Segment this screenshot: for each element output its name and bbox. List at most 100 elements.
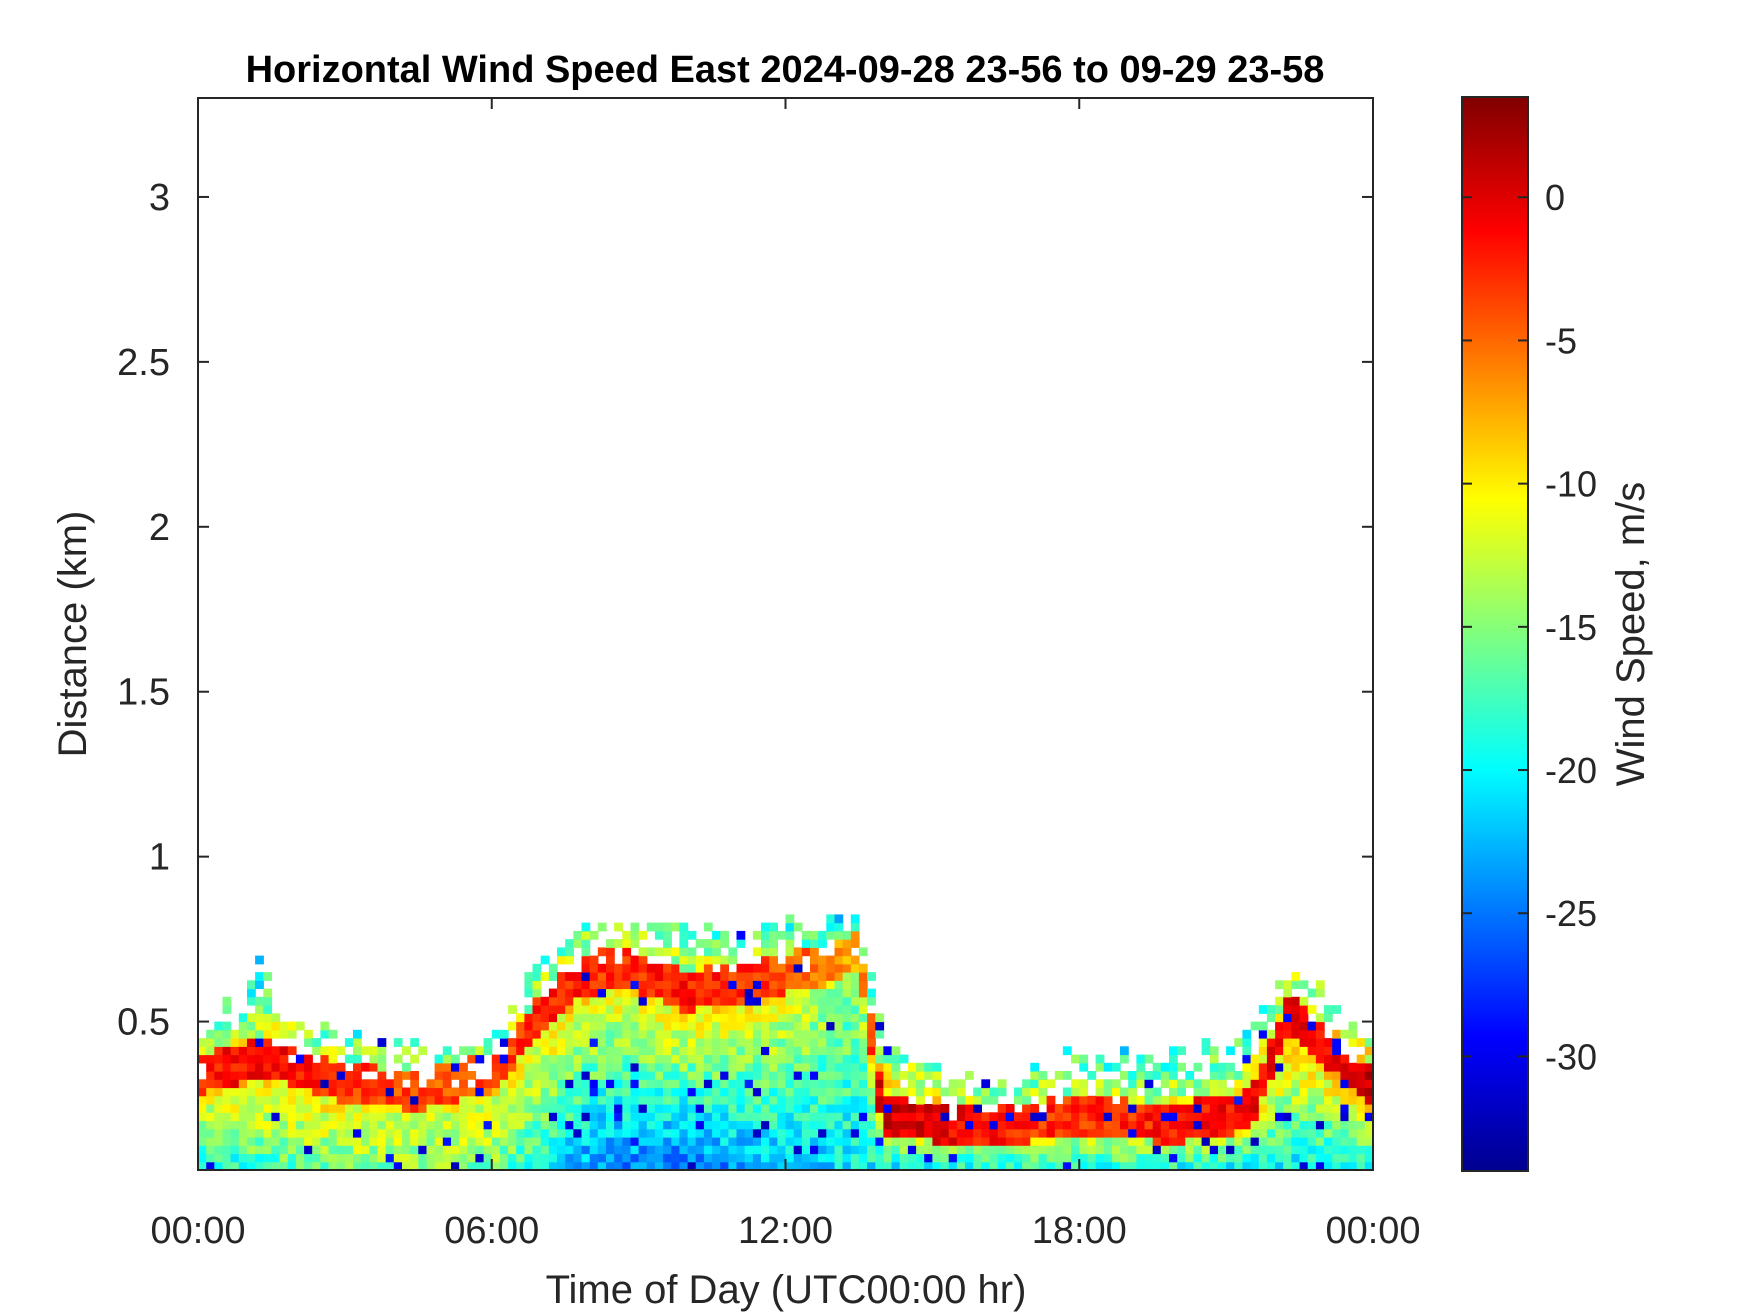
heatmap-cell <box>230 1029 240 1039</box>
heatmap-cell <box>883 1153 893 1163</box>
heatmap-cell <box>1307 1021 1317 1031</box>
heatmap-cell <box>548 1079 558 1089</box>
heatmap-cell <box>508 1137 517 1146</box>
heatmap-cell <box>328 1095 338 1105</box>
heatmap-cell <box>1136 1161 1146 1170</box>
heatmap-cell <box>834 1054 844 1064</box>
heatmap-cell <box>752 1128 762 1138</box>
heatmap-cell <box>679 930 689 940</box>
heatmap-cell <box>499 1062 509 1072</box>
heatmap-cell <box>369 1120 379 1130</box>
heatmap-cell <box>769 988 778 998</box>
heatmap-cell <box>1209 1104 1219 1113</box>
heatmap-cell <box>720 939 729 948</box>
heatmap-cell <box>1062 1046 1072 1056</box>
heatmap-cell <box>695 1161 705 1170</box>
heatmap-cell <box>565 1071 574 1080</box>
heatmap-cell <box>1169 1137 1178 1146</box>
heatmap-cell <box>279 1161 289 1170</box>
heatmap-cell <box>1120 1087 1129 1097</box>
heatmap-cell <box>361 1120 370 1130</box>
heatmap-cell <box>703 980 713 990</box>
heatmap-cell <box>557 947 566 957</box>
heatmap-cell <box>630 1161 640 1170</box>
heatmap-cell <box>361 1112 370 1122</box>
heatmap-cell <box>402 1104 411 1113</box>
heatmap-cell <box>540 1128 550 1138</box>
heatmap-cell <box>793 963 803 973</box>
heatmap-cell <box>1234 1071 1244 1080</box>
heatmap-cell <box>965 1137 974 1146</box>
heatmap-cell <box>712 955 721 965</box>
heatmap-cell <box>638 1013 648 1023</box>
heatmap-cell <box>597 1079 607 1089</box>
heatmap-cell <box>1185 1145 1195 1155</box>
heatmap-cell <box>695 1087 705 1097</box>
heatmap-cell <box>1356 1079 1366 1089</box>
heatmap-cell <box>826 1005 836 1014</box>
heatmap-cell <box>761 988 770 998</box>
heatmap-cell <box>287 1104 297 1113</box>
heatmap-cell <box>1005 1153 1015 1163</box>
heatmap-cell <box>573 1153 583 1163</box>
heatmap-cell <box>516 1071 525 1080</box>
heatmap-cell <box>630 1021 640 1031</box>
heatmap-cell <box>940 1120 950 1130</box>
heatmap-cell <box>589 1137 599 1146</box>
heatmap-cell <box>304 1137 313 1146</box>
heatmap-cell <box>842 1021 852 1031</box>
heatmap-cell <box>1315 1112 1325 1122</box>
heatmap-cell <box>687 1038 697 1047</box>
heatmap-cell <box>1324 1054 1333 1064</box>
heatmap-cell <box>769 947 778 957</box>
heatmap-cell <box>1062 1104 1072 1113</box>
heatmap-cell <box>393 1120 403 1130</box>
heatmap-cell <box>1136 1128 1146 1138</box>
heatmap-cell <box>1193 1137 1203 1146</box>
heatmap-cell <box>581 1046 591 1056</box>
heatmap-cell <box>1283 1145 1292 1155</box>
heatmap-cell <box>703 1120 713 1130</box>
heatmap-cell <box>654 1079 664 1089</box>
heatmap-cell <box>589 1128 599 1138</box>
heatmap-cell <box>818 1013 827 1023</box>
heatmap-cell <box>198 1104 207 1113</box>
heatmap-cell <box>671 955 681 965</box>
heatmap-cell <box>801 1095 811 1105</box>
heatmap-cell <box>304 1153 313 1163</box>
heatmap-cell <box>654 1021 664 1031</box>
heatmap-cell <box>997 1137 1007 1146</box>
heatmap-cell <box>1144 1153 1154 1163</box>
heatmap-cell <box>801 988 811 998</box>
heatmap-cell <box>1046 1153 1056 1163</box>
heatmap-cell <box>287 1161 297 1170</box>
heatmap-cell <box>679 972 689 981</box>
heatmap-cell <box>402 1137 411 1146</box>
heatmap-cell <box>483 1112 493 1122</box>
heatmap-cell <box>548 1153 558 1163</box>
y-tick-label: 0.5 <box>117 1002 170 1044</box>
heatmap-cell <box>769 972 778 981</box>
heatmap-cell <box>671 1013 681 1023</box>
heatmap-cell <box>1315 988 1325 998</box>
heatmap-cell <box>646 1013 656 1023</box>
heatmap-cell <box>1152 1062 1162 1072</box>
heatmap-cell <box>720 1021 729 1031</box>
heatmap-cell <box>948 1153 958 1163</box>
heatmap-cell <box>948 1145 958 1155</box>
heatmap-cell <box>426 1087 436 1097</box>
heatmap-cell <box>818 1153 827 1163</box>
heatmap-cell <box>663 1112 672 1122</box>
heatmap-cell <box>924 1145 933 1155</box>
heatmap-cell <box>1283 988 1292 998</box>
heatmap-cell <box>206 1087 215 1097</box>
heatmap-cell <box>614 1095 623 1105</box>
heatmap-cell <box>255 1128 264 1138</box>
heatmap-cell <box>1226 1104 1235 1113</box>
heatmap-cell <box>451 1054 460 1064</box>
heatmap-cell <box>385 1079 395 1089</box>
heatmap-cell <box>850 1005 860 1014</box>
heatmap-cell <box>671 1161 681 1170</box>
heatmap-cell <box>222 1104 232 1113</box>
heatmap-cell <box>1307 1128 1317 1138</box>
